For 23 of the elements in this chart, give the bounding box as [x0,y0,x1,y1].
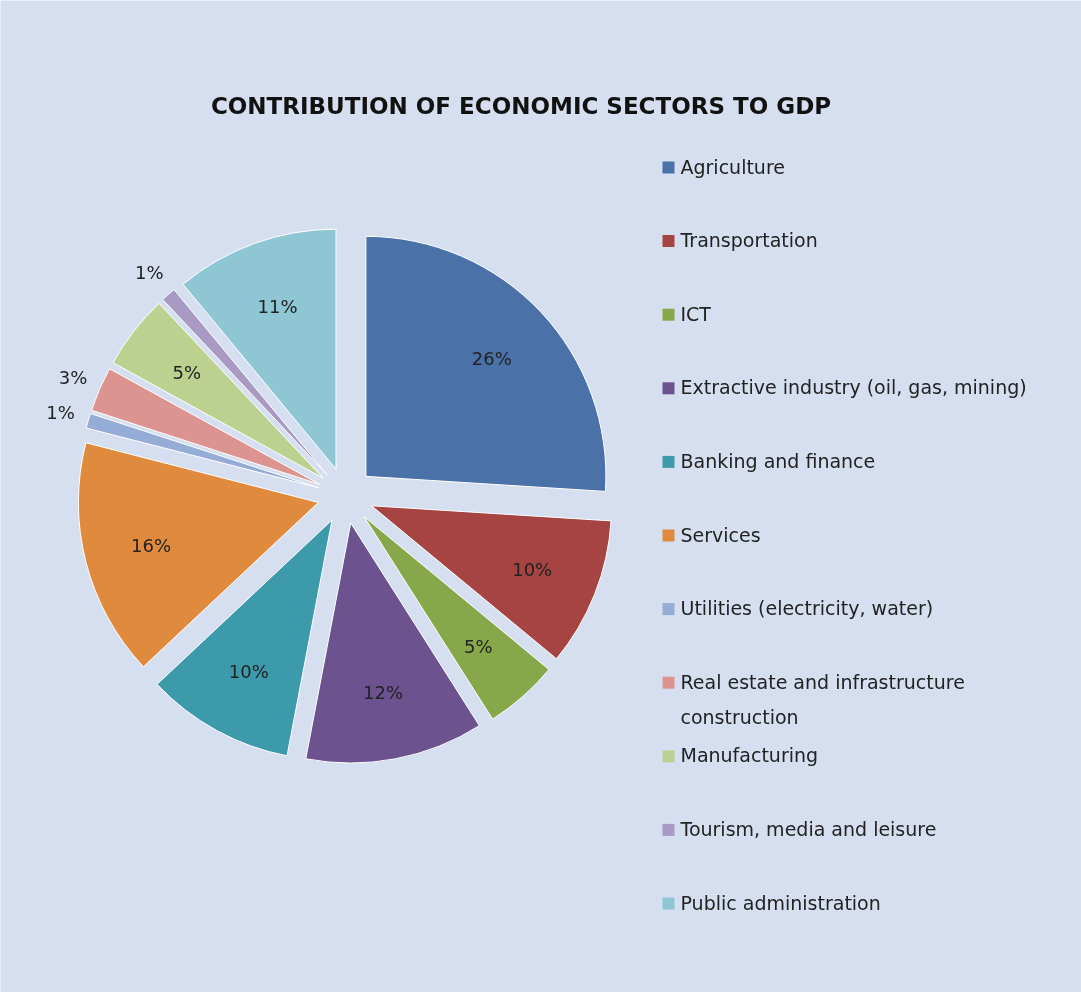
legend-label: Transportation [679,229,818,252]
data-label: 10% [512,558,553,580]
legend-label: Tourism, media and leisure [679,817,937,840]
legend-label: Real estate and infrastructure construction [680,670,965,728]
legend-label: Utilities (electricity, water) [680,597,934,620]
chart-title: CONTRIBUTION OF ECONOMIC SECTORS TO GDP [210,92,832,119]
data-label: 12% [363,682,404,704]
data-label: 5% [172,361,202,383]
data-label: 5% [464,635,493,657]
data-label: 16% [131,534,172,556]
data-label: 1% [134,262,164,284]
legend-label: Manufacturing [680,744,819,767]
legend-label: Banking and finance [680,449,876,472]
data-label: 11% [257,296,298,318]
data-label: 26% [471,347,512,369]
data-label: 10% [228,660,269,682]
legend-label: ICT [680,302,712,325]
data-label: 1% [46,402,75,424]
legend-label: Public administration [680,891,881,914]
legend-label: Agriculture [680,155,785,178]
legend-label: Services [680,523,761,546]
legend-label: Extractive industry (oil, gas, mining) [680,376,1027,399]
data-label: 3% [58,367,88,389]
